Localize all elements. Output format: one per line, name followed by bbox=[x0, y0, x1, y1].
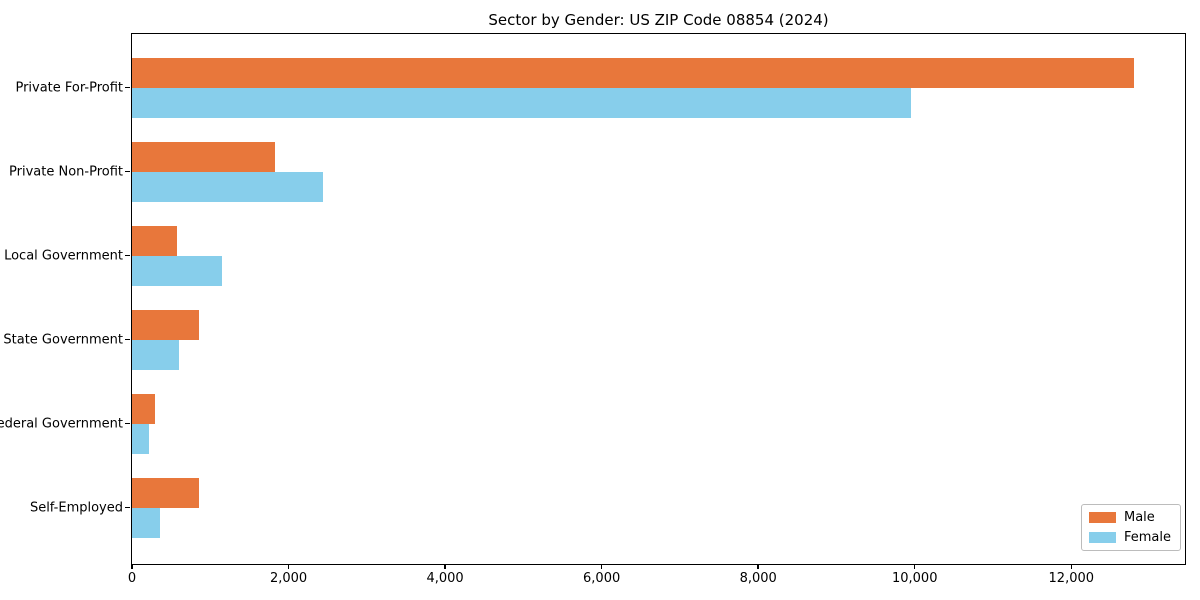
y-axis-tick bbox=[125, 254, 130, 257]
legend-label-female: Female bbox=[1123, 530, 1171, 545]
y-axis-tick bbox=[125, 506, 130, 509]
y-axis-tick bbox=[125, 422, 130, 425]
x-axis-tick bbox=[287, 564, 290, 569]
x-axis-tick bbox=[913, 564, 916, 569]
y-tick-label-private-non-profit: Private Non-Profit bbox=[9, 164, 123, 179]
x-tick-label-12000: 12,000 bbox=[1048, 571, 1095, 586]
legend-swatch-male bbox=[1088, 512, 1116, 523]
y-axis-tick bbox=[125, 170, 130, 173]
x-axis-tick bbox=[131, 564, 133, 569]
y-tick-label-state-government: State Government bbox=[3, 332, 123, 347]
bar-male-federal-government bbox=[132, 393, 156, 424]
bar-male-local-government bbox=[132, 225, 177, 256]
legend-entry-female: Female bbox=[1088, 530, 1171, 545]
x-tick-label-10000: 10,000 bbox=[891, 571, 938, 586]
x-tick-label-4000: 4,000 bbox=[426, 571, 464, 586]
bar-female-private-for-profit bbox=[132, 87, 911, 118]
legend-entry-male: Male bbox=[1088, 510, 1171, 525]
bar-male-private-for-profit bbox=[132, 57, 1134, 88]
y-axis-tick bbox=[125, 338, 130, 341]
legend: Male Female bbox=[1080, 504, 1181, 551]
x-axis-tick bbox=[600, 564, 603, 569]
legend-label-male: Male bbox=[1123, 510, 1155, 525]
bar-female-federal-government bbox=[132, 423, 150, 454]
x-axis-tick bbox=[444, 564, 446, 569]
x-tick-label-2000: 2,000 bbox=[269, 571, 308, 586]
plot-area: Private For-Profit Private Non-Profit Loca… bbox=[0, 33, 1186, 586]
bar-male-state-government bbox=[132, 309, 200, 340]
y-tick-label-federal-government: Federal Government bbox=[0, 416, 123, 431]
x-axis-tick bbox=[1070, 564, 1073, 569]
y-tick-label-local-government: Local Government bbox=[4, 248, 123, 263]
x-tick-label-8000: 8,000 bbox=[739, 571, 777, 586]
y-tick-label-private-for-profit: Private For-Profit bbox=[15, 80, 123, 95]
x-tick-label-6000: 6,000 bbox=[583, 571, 621, 586]
bar-female-state-government bbox=[132, 339, 179, 370]
y-axis-tick bbox=[125, 86, 130, 89]
chart-title: Sector by Gender: US ZIP Code 08854 (202… bbox=[488, 11, 829, 29]
bar-female-self-employed bbox=[132, 507, 161, 538]
bar-female-private-non-profit bbox=[132, 171, 323, 202]
bar-male-self-employed bbox=[132, 477, 199, 508]
legend-swatch-female bbox=[1088, 532, 1116, 543]
bar-female-local-government bbox=[132, 255, 222, 286]
bar-male-private-non-profit bbox=[132, 141, 276, 172]
x-tick-label-0: 0 bbox=[127, 571, 137, 586]
y-tick-label-self-employed: Self-Employed bbox=[29, 500, 123, 515]
x-axis-tick bbox=[757, 564, 759, 569]
